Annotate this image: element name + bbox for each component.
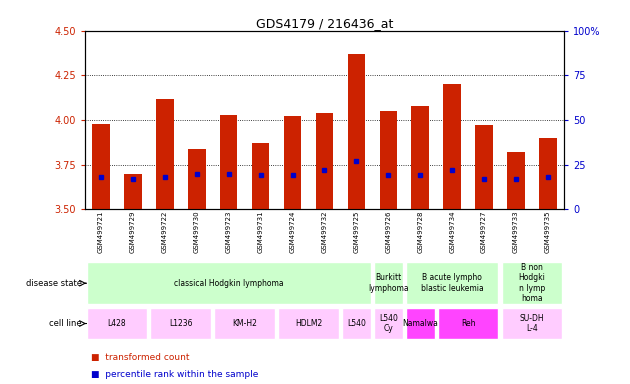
Text: KM-H2: KM-H2 bbox=[232, 319, 257, 328]
Bar bbox=[379, 111, 397, 209]
Text: Burkitt
lymphoma: Burkitt lymphoma bbox=[368, 273, 409, 293]
Bar bbox=[501, 308, 562, 339]
Text: L428: L428 bbox=[108, 319, 126, 328]
Text: GSM499729: GSM499729 bbox=[130, 211, 136, 253]
Text: HDLM2: HDLM2 bbox=[295, 319, 322, 328]
Bar bbox=[539, 138, 557, 209]
Bar bbox=[220, 115, 238, 209]
Text: GSM499726: GSM499726 bbox=[386, 211, 391, 253]
Bar bbox=[156, 99, 174, 209]
Text: GSM499728: GSM499728 bbox=[417, 211, 423, 253]
Text: L540: L540 bbox=[347, 319, 366, 328]
Bar bbox=[411, 106, 429, 209]
Text: B acute lympho
blastic leukemia: B acute lympho blastic leukemia bbox=[421, 273, 483, 293]
Bar bbox=[342, 308, 370, 339]
Bar bbox=[188, 149, 205, 209]
Text: disease state: disease state bbox=[26, 279, 82, 288]
Text: GSM499734: GSM499734 bbox=[449, 211, 455, 253]
Bar bbox=[151, 308, 211, 339]
Bar bbox=[406, 308, 435, 339]
Text: Namalwa: Namalwa bbox=[403, 319, 438, 328]
Bar bbox=[87, 308, 147, 339]
Text: L1236: L1236 bbox=[169, 319, 193, 328]
Text: GSM499724: GSM499724 bbox=[290, 211, 295, 253]
Title: GDS4179 / 216436_at: GDS4179 / 216436_at bbox=[256, 17, 393, 30]
Bar bbox=[507, 152, 525, 209]
Text: GSM499721: GSM499721 bbox=[98, 211, 104, 253]
Text: cell line: cell line bbox=[49, 319, 82, 328]
Bar bbox=[252, 143, 270, 209]
Bar bbox=[374, 308, 403, 339]
Bar bbox=[316, 113, 333, 209]
Text: Reh: Reh bbox=[461, 319, 476, 328]
Bar bbox=[501, 262, 562, 305]
Text: L540
Cy: L540 Cy bbox=[379, 314, 398, 333]
Bar bbox=[406, 262, 498, 305]
Text: GSM499725: GSM499725 bbox=[353, 211, 359, 253]
Text: SU-DH
L-4: SU-DH L-4 bbox=[520, 314, 544, 333]
Bar bbox=[348, 54, 365, 209]
Bar bbox=[284, 116, 301, 209]
Bar bbox=[438, 308, 498, 339]
Bar bbox=[214, 308, 275, 339]
Bar bbox=[374, 262, 403, 305]
Text: ■  transformed count: ■ transformed count bbox=[91, 353, 190, 362]
Text: GSM499735: GSM499735 bbox=[545, 211, 551, 253]
Bar bbox=[87, 262, 370, 305]
Text: GSM499722: GSM499722 bbox=[162, 211, 168, 253]
Bar bbox=[475, 125, 493, 209]
Text: GSM499731: GSM499731 bbox=[258, 211, 263, 253]
Text: GSM499733: GSM499733 bbox=[513, 211, 519, 253]
Text: ■  percentile rank within the sample: ■ percentile rank within the sample bbox=[91, 370, 259, 379]
Text: classical Hodgkin lymphoma: classical Hodgkin lymphoma bbox=[174, 279, 284, 288]
Text: GSM499732: GSM499732 bbox=[321, 211, 328, 253]
Text: GSM499730: GSM499730 bbox=[194, 211, 200, 253]
Bar bbox=[92, 124, 110, 209]
Bar bbox=[278, 308, 339, 339]
Bar bbox=[124, 174, 142, 209]
Text: GSM499723: GSM499723 bbox=[226, 211, 232, 253]
Text: B non
Hodgki
n lymp
homa: B non Hodgki n lymp homa bbox=[518, 263, 546, 303]
Bar bbox=[444, 84, 461, 209]
Text: GSM499727: GSM499727 bbox=[481, 211, 487, 253]
